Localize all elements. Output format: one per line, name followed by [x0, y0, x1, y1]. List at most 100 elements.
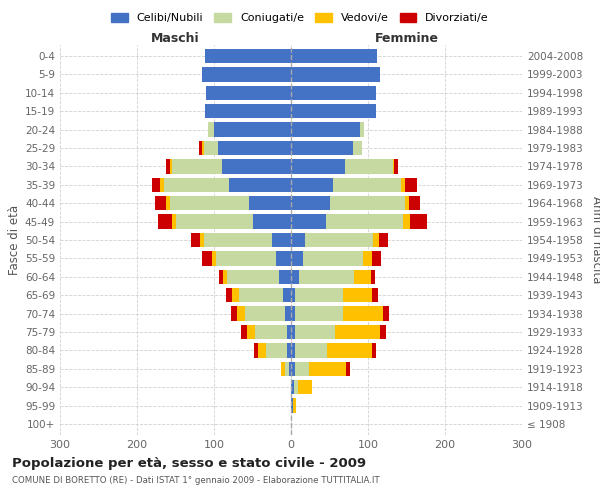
- Bar: [403, 214, 410, 229]
- Bar: [291, 196, 329, 210]
- Bar: [405, 196, 409, 210]
- Bar: [275, 251, 291, 266]
- Bar: [295, 306, 343, 321]
- Bar: [362, 251, 372, 266]
- Bar: [158, 214, 172, 229]
- Bar: [295, 288, 343, 302]
- Bar: [227, 270, 280, 284]
- Bar: [226, 288, 232, 302]
- Bar: [202, 251, 212, 266]
- Bar: [241, 325, 247, 339]
- Bar: [346, 362, 350, 376]
- Bar: [223, 270, 227, 284]
- Bar: [353, 141, 362, 155]
- Bar: [237, 306, 245, 321]
- Bar: [202, 141, 204, 155]
- Bar: [232, 288, 239, 302]
- Bar: [291, 68, 380, 82]
- Bar: [258, 343, 266, 357]
- Bar: [299, 270, 354, 284]
- Bar: [253, 214, 291, 229]
- Bar: [309, 362, 346, 376]
- Bar: [287, 325, 291, 339]
- Bar: [287, 343, 291, 357]
- Bar: [204, 141, 218, 155]
- Bar: [410, 214, 427, 229]
- Text: Maschi: Maschi: [151, 32, 200, 45]
- Bar: [160, 178, 164, 192]
- Bar: [302, 251, 362, 266]
- Bar: [291, 380, 294, 394]
- Bar: [166, 159, 170, 174]
- Bar: [170, 159, 172, 174]
- Bar: [266, 343, 287, 357]
- Bar: [218, 141, 291, 155]
- Text: COMUNE DI BORETTO (RE) - Dati ISTAT 1° gennaio 2009 - Elaborazione TUTTITALIA.IT: COMUNE DI BORETTO (RE) - Dati ISTAT 1° g…: [12, 476, 380, 485]
- Bar: [220, 270, 223, 284]
- Bar: [229, 178, 291, 192]
- Legend: Celibi/Nubili, Coniugati/e, Vedovi/e, Divorziati/e: Celibi/Nubili, Coniugati/e, Vedovi/e, Di…: [107, 8, 493, 28]
- Bar: [255, 325, 287, 339]
- Bar: [295, 343, 327, 357]
- Bar: [335, 325, 380, 339]
- Bar: [231, 306, 237, 321]
- Bar: [214, 122, 291, 137]
- Bar: [360, 122, 364, 137]
- Bar: [392, 159, 394, 174]
- Bar: [354, 270, 371, 284]
- Bar: [291, 288, 295, 302]
- Bar: [291, 306, 295, 321]
- Bar: [222, 159, 291, 174]
- Bar: [295, 362, 309, 376]
- Bar: [208, 122, 214, 137]
- Bar: [170, 196, 248, 210]
- Bar: [334, 178, 401, 192]
- Bar: [206, 86, 291, 100]
- Bar: [239, 288, 283, 302]
- Y-axis label: Fasce di età: Fasce di età: [8, 205, 21, 275]
- Bar: [345, 159, 392, 174]
- Bar: [371, 270, 375, 284]
- Bar: [327, 343, 372, 357]
- Bar: [291, 49, 377, 63]
- Bar: [281, 362, 285, 376]
- Bar: [291, 86, 376, 100]
- Bar: [291, 141, 353, 155]
- Bar: [383, 306, 389, 321]
- Bar: [291, 214, 326, 229]
- Bar: [379, 233, 388, 247]
- Bar: [280, 270, 291, 284]
- Bar: [291, 251, 302, 266]
- Bar: [205, 49, 291, 63]
- Text: Popolazione per età, sesso e stato civile - 2009: Popolazione per età, sesso e stato civil…: [12, 458, 366, 470]
- Bar: [205, 104, 291, 118]
- Bar: [283, 288, 291, 302]
- Bar: [247, 325, 255, 339]
- Bar: [329, 196, 405, 210]
- Bar: [285, 306, 291, 321]
- Bar: [291, 398, 293, 412]
- Bar: [394, 159, 398, 174]
- Bar: [293, 398, 296, 412]
- Bar: [305, 233, 373, 247]
- Bar: [291, 159, 345, 174]
- Bar: [152, 178, 160, 192]
- Bar: [245, 306, 285, 321]
- Bar: [291, 325, 295, 339]
- Bar: [272, 233, 291, 247]
- Bar: [248, 196, 291, 210]
- Bar: [409, 196, 421, 210]
- Bar: [291, 104, 376, 118]
- Bar: [164, 178, 229, 192]
- Bar: [199, 141, 202, 155]
- Bar: [380, 325, 386, 339]
- Bar: [294, 380, 298, 394]
- Bar: [212, 251, 215, 266]
- Bar: [291, 178, 334, 192]
- Bar: [291, 362, 295, 376]
- Bar: [343, 288, 372, 302]
- Bar: [343, 306, 383, 321]
- Bar: [191, 233, 200, 247]
- Bar: [254, 343, 258, 357]
- Bar: [202, 68, 291, 82]
